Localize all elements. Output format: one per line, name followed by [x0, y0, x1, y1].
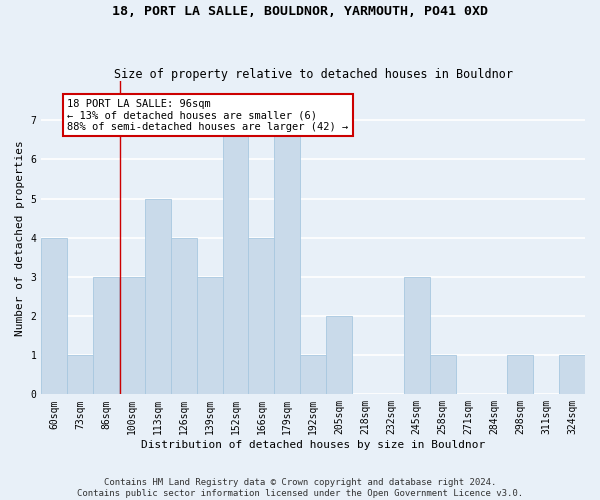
Bar [508, 355, 533, 395]
Bar [197, 277, 223, 394]
Text: 18 PORT LA SALLE: 96sqm
← 13% of detached houses are smaller (6)
88% of semi-det: 18 PORT LA SALLE: 96sqm ← 13% of detache… [67, 98, 349, 132]
Bar [300, 355, 326, 395]
Bar [119, 277, 145, 394]
Bar [93, 277, 119, 394]
Bar [223, 120, 248, 394]
Text: 18, PORT LA SALLE, BOULDNOR, YARMOUTH, PO41 0XD: 18, PORT LA SALLE, BOULDNOR, YARMOUTH, P… [112, 5, 488, 18]
Bar [67, 355, 93, 395]
Bar [171, 238, 197, 394]
Bar [559, 355, 585, 395]
Bar [326, 316, 352, 394]
Y-axis label: Number of detached properties: Number of detached properties [15, 140, 25, 336]
Bar [145, 198, 171, 394]
Bar [248, 238, 274, 394]
Bar [41, 238, 67, 394]
X-axis label: Distribution of detached houses by size in Bouldnor: Distribution of detached houses by size … [141, 440, 485, 450]
Bar [430, 355, 455, 395]
Bar [404, 277, 430, 394]
Bar [274, 120, 300, 394]
Text: Contains HM Land Registry data © Crown copyright and database right 2024.
Contai: Contains HM Land Registry data © Crown c… [77, 478, 523, 498]
Title: Size of property relative to detached houses in Bouldnor: Size of property relative to detached ho… [113, 68, 512, 81]
